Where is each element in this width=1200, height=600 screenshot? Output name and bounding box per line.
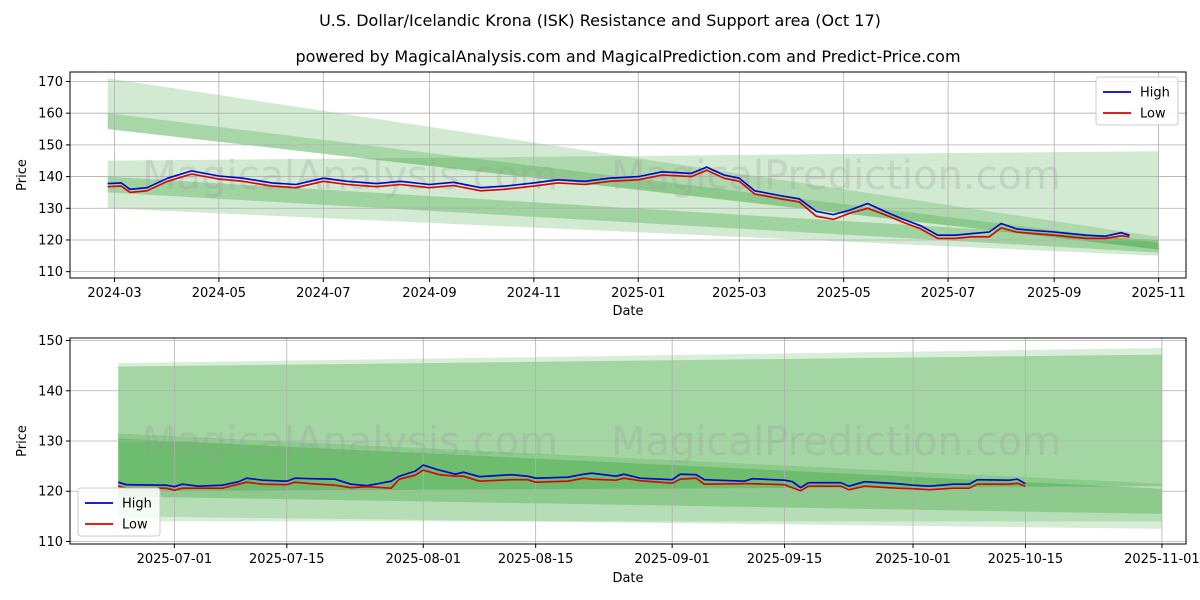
- watermark-prediction: MagicalPrediction.com: [611, 419, 1061, 465]
- series-line-low: [118, 469, 1026, 492]
- legend-box: [77, 487, 161, 537]
- y-tick-label: 170: [38, 75, 63, 90]
- y-tick-label: 160: [38, 107, 63, 122]
- x-tick-label: 2024-03: [87, 286, 141, 301]
- series-lines: [107, 166, 1130, 240]
- y-tick-label: 150: [38, 138, 63, 153]
- y-tick-label: 140: [38, 384, 63, 399]
- x-axis-label: Date: [612, 571, 643, 586]
- x-tick-label: 2025-05: [817, 286, 871, 301]
- band-support-inner: [118, 438, 1162, 514]
- watermark-analysis: MagicalAnalysis.com: [142, 153, 558, 199]
- x-tick-label: 2025-11-01: [1124, 552, 1200, 567]
- bands: [118, 348, 1162, 529]
- legend-label-high: High: [1140, 86, 1170, 101]
- x-tick-label: 2024-07: [296, 286, 350, 301]
- y-tick-label: 110: [38, 535, 63, 550]
- x-tick-label: 2024-11: [507, 286, 561, 301]
- y-tick-label: 150: [38, 334, 63, 349]
- y-axis-label: Price: [15, 425, 30, 457]
- x-tick-label: 2025-11: [1131, 286, 1185, 301]
- x-tick-label: 2025-03: [712, 286, 766, 301]
- x-tick-label: 2025-09-15: [747, 552, 823, 567]
- legend: High Low: [77, 487, 161, 537]
- x-tick-label: 2025-10-01: [875, 552, 951, 567]
- band-support-inner: [107, 176, 1159, 253]
- y-tick-label: 130: [38, 202, 63, 217]
- x-tick-label: 2025-08-15: [498, 552, 574, 567]
- y-tick-label: 130: [38, 435, 63, 450]
- bottom-plot: MagicalAnalysis.com MagicalPrediction.com…: [15, 334, 1200, 586]
- x-tick-label: 2024-05: [192, 286, 246, 301]
- series-lines: [117, 464, 1026, 492]
- y-tick-label: 120: [38, 485, 63, 500]
- chart-title: U.S. Dollar/Icelandic Krona (ISK) Resist…: [319, 11, 881, 30]
- axes-frame: [69, 71, 1187, 279]
- x-tick-label: 2025-07-01: [137, 552, 213, 567]
- legend-label-low: Low: [1140, 107, 1166, 122]
- grid: [70, 338, 1186, 544]
- legend-label-low: Low: [122, 518, 148, 533]
- series-line-high: [107, 166, 1130, 237]
- y-tick-label: 140: [38, 170, 63, 185]
- y-axis-label: Price: [15, 159, 30, 191]
- watermark-analysis: MagicalAnalysis.com: [142, 419, 558, 465]
- ticks: 2024-03 2024-05 2024-07 2024-09 2024-11 2025-…: [38, 75, 1186, 301]
- x-tick-label: 2025-01: [611, 286, 665, 301]
- band-resistance-outer: [118, 348, 1162, 522]
- x-tick-label: 2024-09: [402, 286, 456, 301]
- x-tick-label: 2025-09-01: [634, 552, 710, 567]
- band-support-outer: [107, 151, 1159, 256]
- legend-box: [1095, 76, 1179, 126]
- band-resistance-outer: [107, 78, 1159, 250]
- series-line-low: [107, 169, 1130, 240]
- x-tick-label: 2025-09: [1027, 286, 1081, 301]
- top-plot: MagicalAnalysis.com MagicalPrediction.com…: [15, 71, 1187, 319]
- x-axis-label: Date: [612, 304, 643, 319]
- x-tick-label: 2025-10-15: [988, 552, 1064, 567]
- ticks: 2025-07-01 2025-07-15 2025-08-01 2025-08-15…: [38, 334, 1200, 567]
- legend: High Low: [1095, 76, 1179, 126]
- band-resistance-inner: [118, 354, 1162, 492]
- chart-subtitle: powered by MagicalAnalysis.com and Magic…: [295, 47, 960, 66]
- x-tick-label: 2025-08-01: [385, 552, 461, 567]
- legend-label-high: High: [122, 497, 152, 512]
- x-tick-label: 2025-07: [921, 286, 975, 301]
- grid: [70, 72, 1186, 278]
- y-tick-label: 110: [38, 265, 63, 280]
- y-tick-label: 120: [38, 233, 63, 248]
- x-tick-label: 2025-07-15: [249, 552, 325, 567]
- series-line-high: [117, 464, 1026, 489]
